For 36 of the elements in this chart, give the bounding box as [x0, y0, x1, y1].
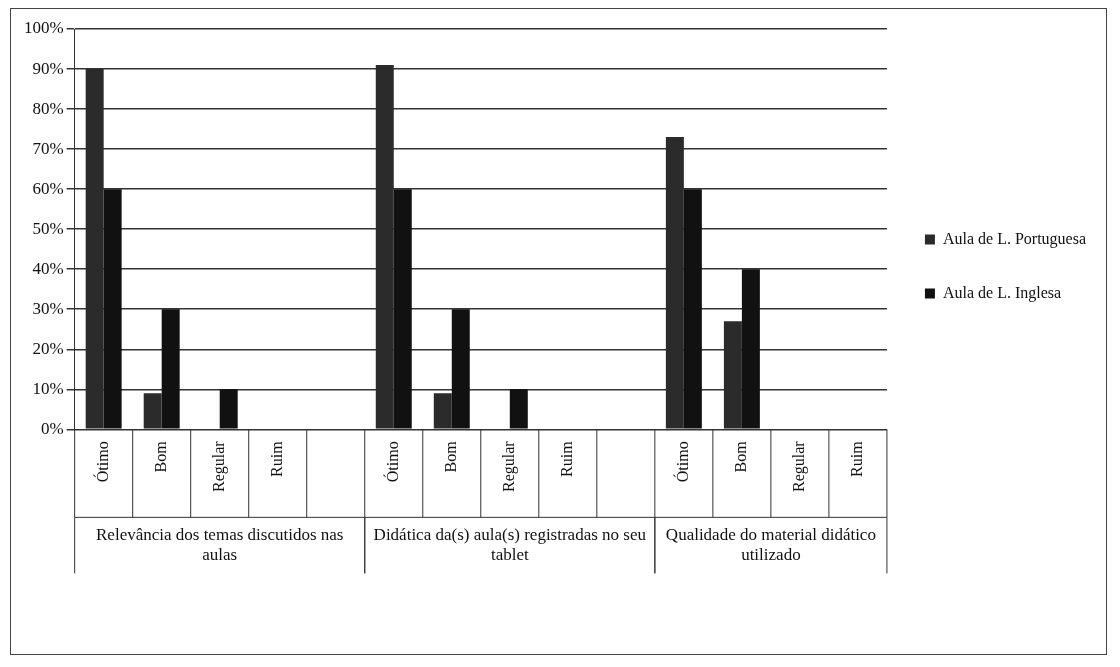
y-tick-label: 30% — [32, 298, 64, 318]
x-tick-label: Ruim — [848, 440, 866, 477]
bar — [451, 309, 470, 429]
y-tick-label: 10% — [32, 378, 64, 398]
x-tick-label: Ruim — [267, 440, 285, 477]
y-tick-label: 100% — [23, 18, 64, 38]
x-tick-label: Ótimo — [382, 441, 401, 483]
y-tick-label: 60% — [32, 178, 64, 198]
x-tick-label: Regular — [790, 440, 809, 493]
x-tick-label: Ruim — [558, 440, 576, 477]
bar — [219, 389, 238, 429]
bar — [393, 189, 412, 429]
y-tick-label: 90% — [32, 58, 64, 78]
text: Qualidade do material didático utilizado — [665, 525, 876, 565]
bar — [683, 189, 702, 429]
text: Relevância dos temas discutidos nas aulas — [96, 525, 344, 565]
x-tick-label: Ótimo — [673, 441, 692, 483]
y-tick-label: 80% — [32, 98, 64, 118]
y-tick-label: 20% — [32, 338, 64, 358]
y-tick-label: 40% — [32, 258, 64, 278]
bar — [509, 389, 528, 429]
y-tick-label: 70% — [32, 138, 64, 158]
x-tick-label: Bom — [441, 440, 459, 473]
legend-label: Aula de L. Inglesa — [942, 283, 1062, 302]
y-tick-label: 50% — [32, 218, 64, 238]
y-tick-label: 0% — [40, 418, 64, 438]
x-tick-label: Regular — [500, 440, 518, 493]
x-tick-label: Bom — [732, 440, 750, 473]
x-tick-label: Ótimo — [92, 441, 111, 483]
bar — [741, 269, 760, 429]
x-tick-label: Bom — [151, 440, 169, 473]
bar — [161, 309, 180, 429]
legend-label: Aula de L. Portuguesa — [942, 229, 1086, 248]
text: Didática da(s) aula(s) registradas no seu tablet — [373, 525, 647, 565]
bar — [103, 189, 122, 429]
x-tick-label: Regular — [209, 440, 228, 493]
